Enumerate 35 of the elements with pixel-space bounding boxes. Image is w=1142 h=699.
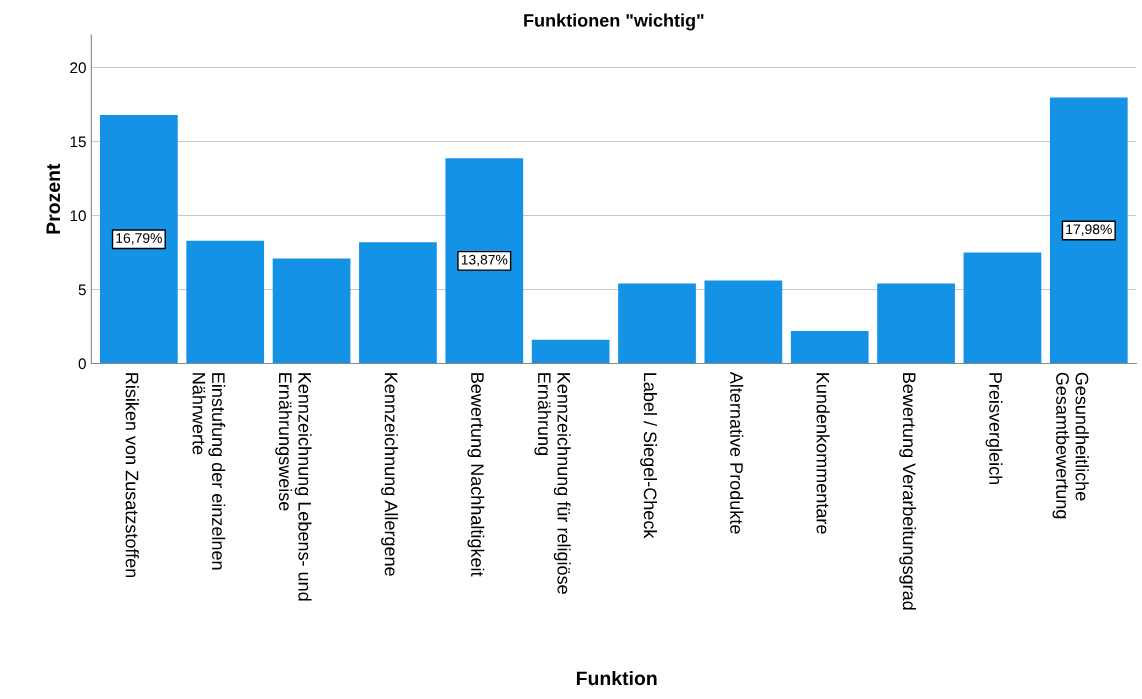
x-axis-title: Funktion	[576, 670, 657, 686]
y-tick-label: 15	[70, 136, 86, 148]
bar	[1049, 97, 1128, 364]
y-tick-label: 0	[78, 358, 86, 370]
y-axis-title: Prozent	[46, 163, 61, 234]
y-tick-label: 20	[70, 62, 86, 74]
bar	[531, 339, 610, 364]
bar	[790, 330, 869, 364]
bar	[100, 115, 178, 364]
x-tick-label: Kundenkommentare	[816, 373, 830, 534]
y-tick-label: 10	[70, 210, 86, 222]
bar	[618, 283, 696, 364]
bar	[704, 280, 783, 364]
x-tick-label: Alternative Produkte	[730, 371, 744, 534]
x-tick-label: Bewertung Nachhaltigkeit	[467, 373, 485, 577]
bar	[186, 240, 265, 364]
x-tick-label: Kennzeichnung Lebens- und Ernährungsweise	[275, 373, 312, 601]
x-tick-label: Kennzeichnung Allergene	[381, 373, 398, 576]
x-tick-label: Preisvergleich	[985, 373, 1003, 485]
bar	[445, 158, 524, 364]
bar	[963, 252, 1042, 364]
bar	[272, 258, 351, 364]
x-tick-label: Bewertung Verarbeitungsgrad	[899, 373, 917, 610]
y-tick-label: 5	[78, 284, 86, 296]
bar	[877, 283, 955, 364]
x-tick-label: Kennzeichnung für religiöse Ernährung	[534, 373, 571, 594]
x-tick-label: Gesundheitliche Gesamtbewertung	[1052, 372, 1089, 519]
data-label: 17,98%	[1066, 224, 1112, 236]
x-tick-label: Risiken von Zusatzstoffen	[125, 373, 139, 578]
x-tick-label: Label / Siegel-Check	[640, 373, 657, 539]
bar	[359, 242, 437, 364]
data-label: 13,87%	[461, 254, 508, 267]
chart-title: Funktionen "wichtig"	[524, 13, 704, 31]
data-label: 16,79%	[116, 233, 162, 245]
x-tick-label: Einstufung der einzelnen Nährwerte	[192, 373, 226, 570]
